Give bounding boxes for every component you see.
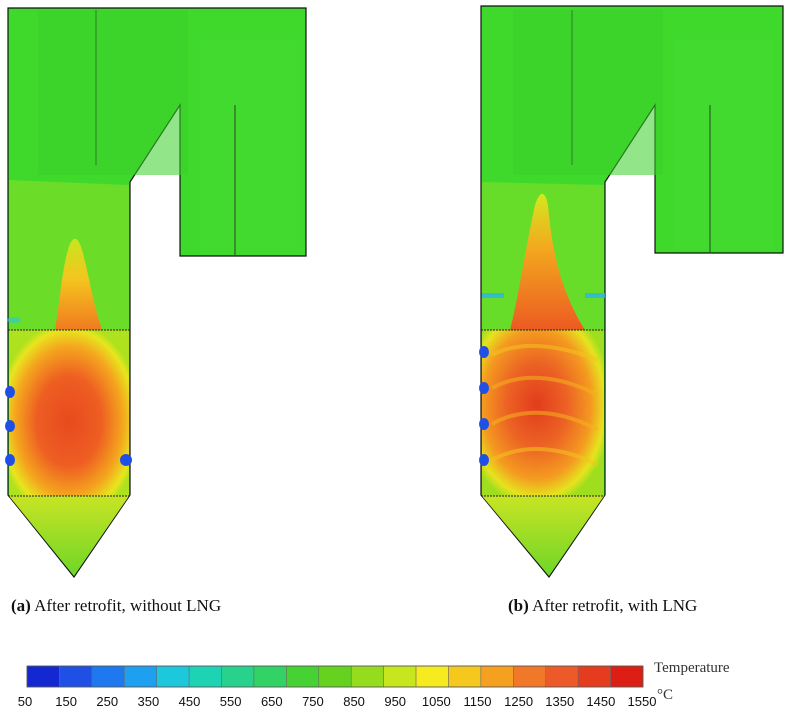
boiler-a-plume: [55, 238, 102, 330]
boiler-a: [5, 7, 307, 579]
boiler-b-plume: [510, 193, 585, 330]
colorbar-swatch: [286, 665, 320, 688]
colorbar-swatch: [91, 665, 125, 688]
colorbar-tick-label: 850: [343, 694, 365, 709]
colorbar-swatch: [480, 665, 514, 688]
caption-a: (a) After retrofit, without LNG: [11, 596, 221, 616]
boiler-b-burners: [479, 293, 605, 466]
colorbar-unit: °C: [657, 687, 674, 703]
colorbar-tick-label: 750: [302, 694, 324, 709]
colorbar-swatch: [415, 665, 449, 688]
colorbar-swatch: [513, 665, 546, 688]
colorbar-swatch: [188, 665, 222, 688]
colorbar-tick-label: 1050: [421, 694, 451, 709]
colorbar-swatch: [545, 665, 579, 688]
boiler-a-burners: [5, 317, 132, 466]
colorbar-swatch: [318, 665, 352, 688]
colorbar-swatch: [253, 665, 287, 688]
colorbar-tick-label: 50: [17, 694, 33, 709]
colorbar-tick-label: 650: [260, 694, 283, 709]
caption-b-tag: (b): [508, 596, 529, 615]
colorbar-swatch: [350, 665, 384, 688]
colorbar-tick-label: 350: [137, 694, 160, 709]
colorbar-swatch: [59, 665, 93, 688]
colorbar-tick-label: 450: [178, 694, 201, 709]
colorbar-swatch: [383, 665, 417, 688]
colorbar-swatch: [221, 665, 255, 688]
colorbar-tick-label: 250: [96, 694, 119, 709]
caption-a-text: After retrofit, without LNG: [34, 596, 222, 615]
colorbar-tick-label: 150: [55, 694, 77, 709]
temperature-colorbar: [26, 665, 644, 688]
colorbar-frame: [26, 665, 644, 688]
colorbar-tick-label: 1250: [504, 694, 534, 709]
colorbar-swatch: [26, 665, 60, 688]
colorbar-tick-label: 1450: [586, 694, 616, 709]
caption-b-text: After retrofit, with LNG: [532, 596, 698, 615]
colorbar-swatch: [124, 665, 157, 688]
colorbar-tick-label: 1550: [627, 694, 657, 709]
colorbar-tick-label: 550: [219, 694, 242, 709]
boiler-a-combustion-zone: [9, 330, 129, 496]
colorbar-tick-label: 950: [384, 694, 407, 709]
colorbar-tick-label: 1350: [545, 694, 575, 709]
colorbar-swatch: [577, 665, 611, 688]
boiler-b: [479, 5, 784, 578]
colorbar-swatch: [448, 665, 482, 688]
colorbar-tick-label: 1150: [463, 694, 492, 709]
colorbar-swatch: [610, 665, 644, 688]
colorbar-swatch: [156, 665, 190, 688]
caption-b: (b) After retrofit, with LNG: [508, 596, 697, 616]
boiler-temperature-contours: [5, 5, 784, 579]
colorbar-title: Temperature: [654, 660, 730, 676]
caption-a-tag: (a): [11, 596, 31, 615]
